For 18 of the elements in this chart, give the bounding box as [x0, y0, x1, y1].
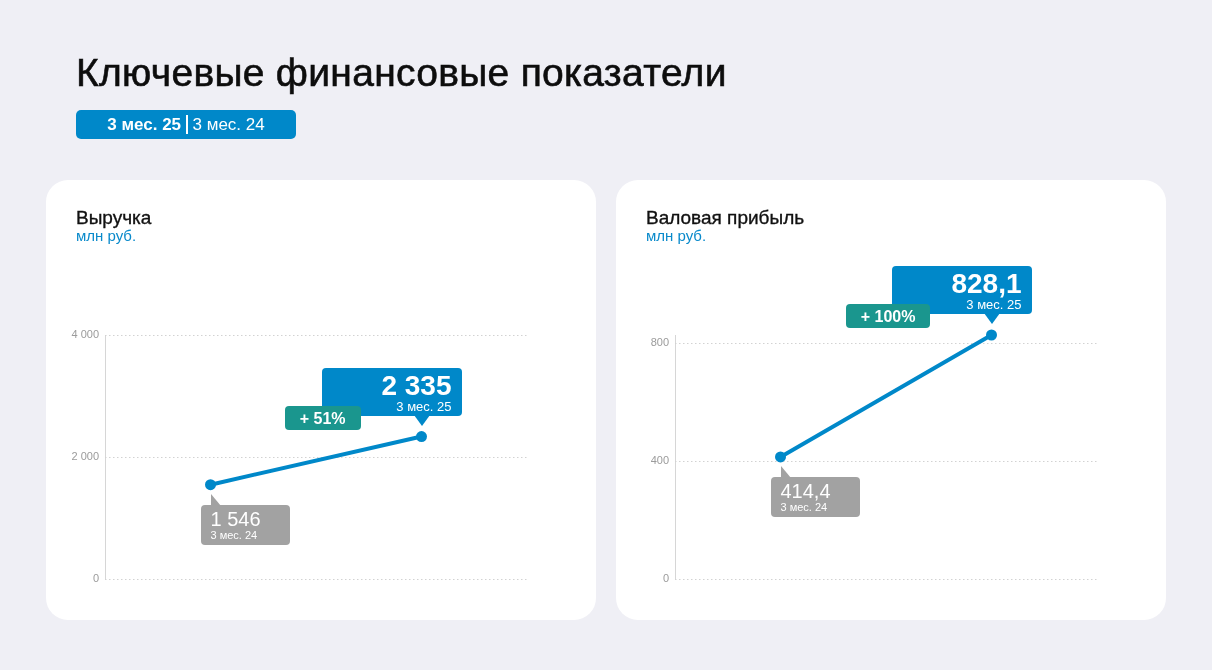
data-label: 1 546	[210, 507, 261, 530]
chart-subtitle: млн руб.	[646, 227, 707, 245]
y-tick-label: 0	[92, 572, 99, 585]
text: Ключевые финансовые показатели	[76, 50, 727, 96]
chart-title: Валовая прибыль	[646, 207, 805, 229]
data-label: 828,1	[951, 268, 1022, 299]
y-tick-label: 0	[662, 572, 669, 585]
y-tick-label: 4 000	[71, 328, 99, 341]
text: 3 мес. 25	[107, 114, 182, 135]
chart-title: Выручка	[76, 207, 152, 229]
data-label: 414,4	[780, 479, 831, 502]
text: 3 мес. 24	[192, 114, 265, 135]
y-tick-label: 800	[650, 336, 669, 349]
y-tick-label: 400	[650, 454, 669, 467]
text: + 100%	[860, 308, 916, 325]
data-label: 2 335	[381, 369, 452, 401]
y-tick-label: 2 000	[71, 450, 99, 463]
annotation: + 51%	[299, 409, 346, 427]
